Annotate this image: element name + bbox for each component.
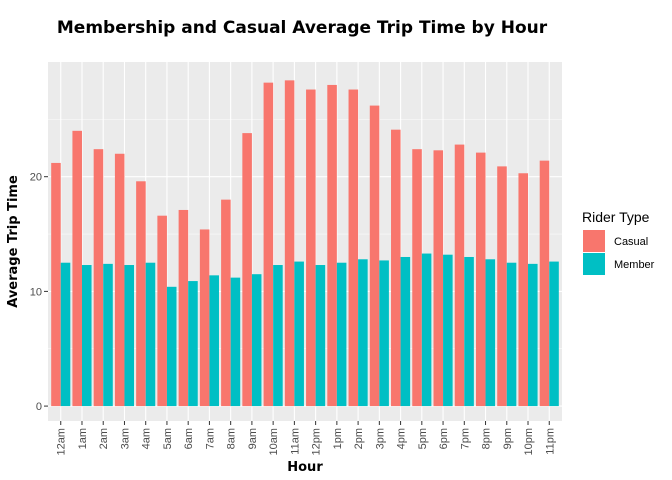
x-axis: 12am 1am 2am 3am 4am 5am 6am 7am 8am 9am 10am 11am 1… <box>56 421 556 456</box>
x-tick-label: 3am <box>119 428 131 449</box>
x-tick-label: 11am <box>289 428 301 455</box>
legend-key-member <box>583 253 605 275</box>
bar-casual-3pm <box>369 105 380 407</box>
bar-member-4pm <box>400 256 411 407</box>
bar-casual-1am <box>72 130 82 407</box>
x-tick-label: 2pm <box>353 428 365 449</box>
bar-casual-12am <box>51 162 61 407</box>
bar-casual-5pm <box>412 149 422 407</box>
bar-member-4am <box>145 262 156 407</box>
bar-member-2am <box>103 263 113 407</box>
x-tick-label: 6am <box>183 428 195 449</box>
bar-member-7am <box>209 275 219 407</box>
x-tick-label: 1pm <box>332 428 344 449</box>
bar-casual-7pm <box>454 144 465 407</box>
y-axis: 0 10 20 <box>30 172 48 413</box>
x-tick-label: 7pm <box>459 428 471 449</box>
bar-casual-3am <box>114 153 125 407</box>
x-tick-label: 2am <box>98 428 110 449</box>
bar-member-5am <box>166 286 177 407</box>
x-tick-label: 10pm <box>523 428 535 456</box>
x-tick-label: 9pm <box>502 428 514 449</box>
legend-key-casual <box>583 230 605 252</box>
x-tick-label: 1am <box>77 428 89 449</box>
bar-casual-11pm <box>539 160 550 407</box>
x-tick-label: 6pm <box>438 428 450 449</box>
bar-member-9pm <box>506 262 517 407</box>
x-tick-label: 12pm <box>311 428 323 456</box>
bar-member-3pm <box>379 260 389 407</box>
x-tick-label: 12am <box>56 428 68 456</box>
bar-casual-11am <box>284 80 295 407</box>
bar-casual-6am <box>178 209 189 407</box>
bar-casual-4pm <box>391 129 401 407</box>
bar-casual-9am <box>242 133 252 407</box>
bar-casual-2pm <box>348 89 359 407</box>
x-tick-label: 9am <box>247 428 259 449</box>
x-tick-label: 8pm <box>481 428 493 449</box>
bar-member-3am <box>124 265 135 407</box>
bar-casual-1pm <box>327 84 337 407</box>
bar-casual-4am <box>136 181 146 407</box>
x-tick-label: 8am <box>226 428 238 449</box>
x-tick-label: 4am <box>141 428 153 449</box>
bar-member-8pm <box>485 259 496 407</box>
bar-casual-8am <box>221 199 231 407</box>
bar-member-9am <box>251 274 262 407</box>
bar-member-10am <box>273 265 283 407</box>
bar-casual-7am <box>199 229 210 407</box>
x-tick-label: 3pm <box>374 428 386 449</box>
bar-member-1am <box>81 265 92 407</box>
bar-member-12am <box>60 262 71 407</box>
bar-casual-2am <box>93 149 104 407</box>
bar-casual-12pm <box>306 89 316 407</box>
x-tick-label: 5am <box>162 428 174 449</box>
x-tick-label: 10am <box>268 428 280 456</box>
bar-casual-10pm <box>518 173 529 407</box>
bar-casual-8pm <box>475 152 486 407</box>
y-tick-label: 20 <box>30 172 42 184</box>
bar-member-2pm <box>358 259 368 407</box>
bar-member-7pm <box>464 256 474 407</box>
x-tick-label: 11pm <box>544 428 556 455</box>
bar-member-5pm <box>421 253 432 407</box>
chart-title: Membership and Casual Average Trip Time … <box>57 18 548 38</box>
y-axis-title: Average Trip Time <box>6 175 21 308</box>
bar-casual-10am <box>263 82 274 407</box>
bar-member-10pm <box>528 263 538 407</box>
legend-label-member: Member <box>614 259 655 271</box>
bars <box>51 80 559 407</box>
bar-member-1pm <box>336 262 347 407</box>
bar-member-11pm <box>549 261 559 407</box>
x-tick-label: 7am <box>204 428 216 449</box>
x-axis-title: Hour <box>287 460 323 475</box>
y-tick-label: 10 <box>30 286 42 298</box>
y-tick-label: 0 <box>36 401 42 413</box>
bar-member-11am <box>294 261 304 407</box>
x-tick-label: 5pm <box>417 428 429 449</box>
bar-casual-5am <box>157 215 167 407</box>
bar-member-12pm <box>315 265 326 407</box>
legend: Rider Type Casual Member <box>582 209 655 275</box>
bar-casual-6pm <box>433 150 444 407</box>
bar-member-6pm <box>443 254 453 407</box>
bar-member-8am <box>230 277 241 407</box>
legend-label-casual: Casual <box>614 236 648 248</box>
legend-title: Rider Type <box>582 209 650 225</box>
bar-member-6am <box>188 281 198 407</box>
bar-casual-9pm <box>497 166 507 407</box>
x-tick-label: 4pm <box>396 428 408 449</box>
